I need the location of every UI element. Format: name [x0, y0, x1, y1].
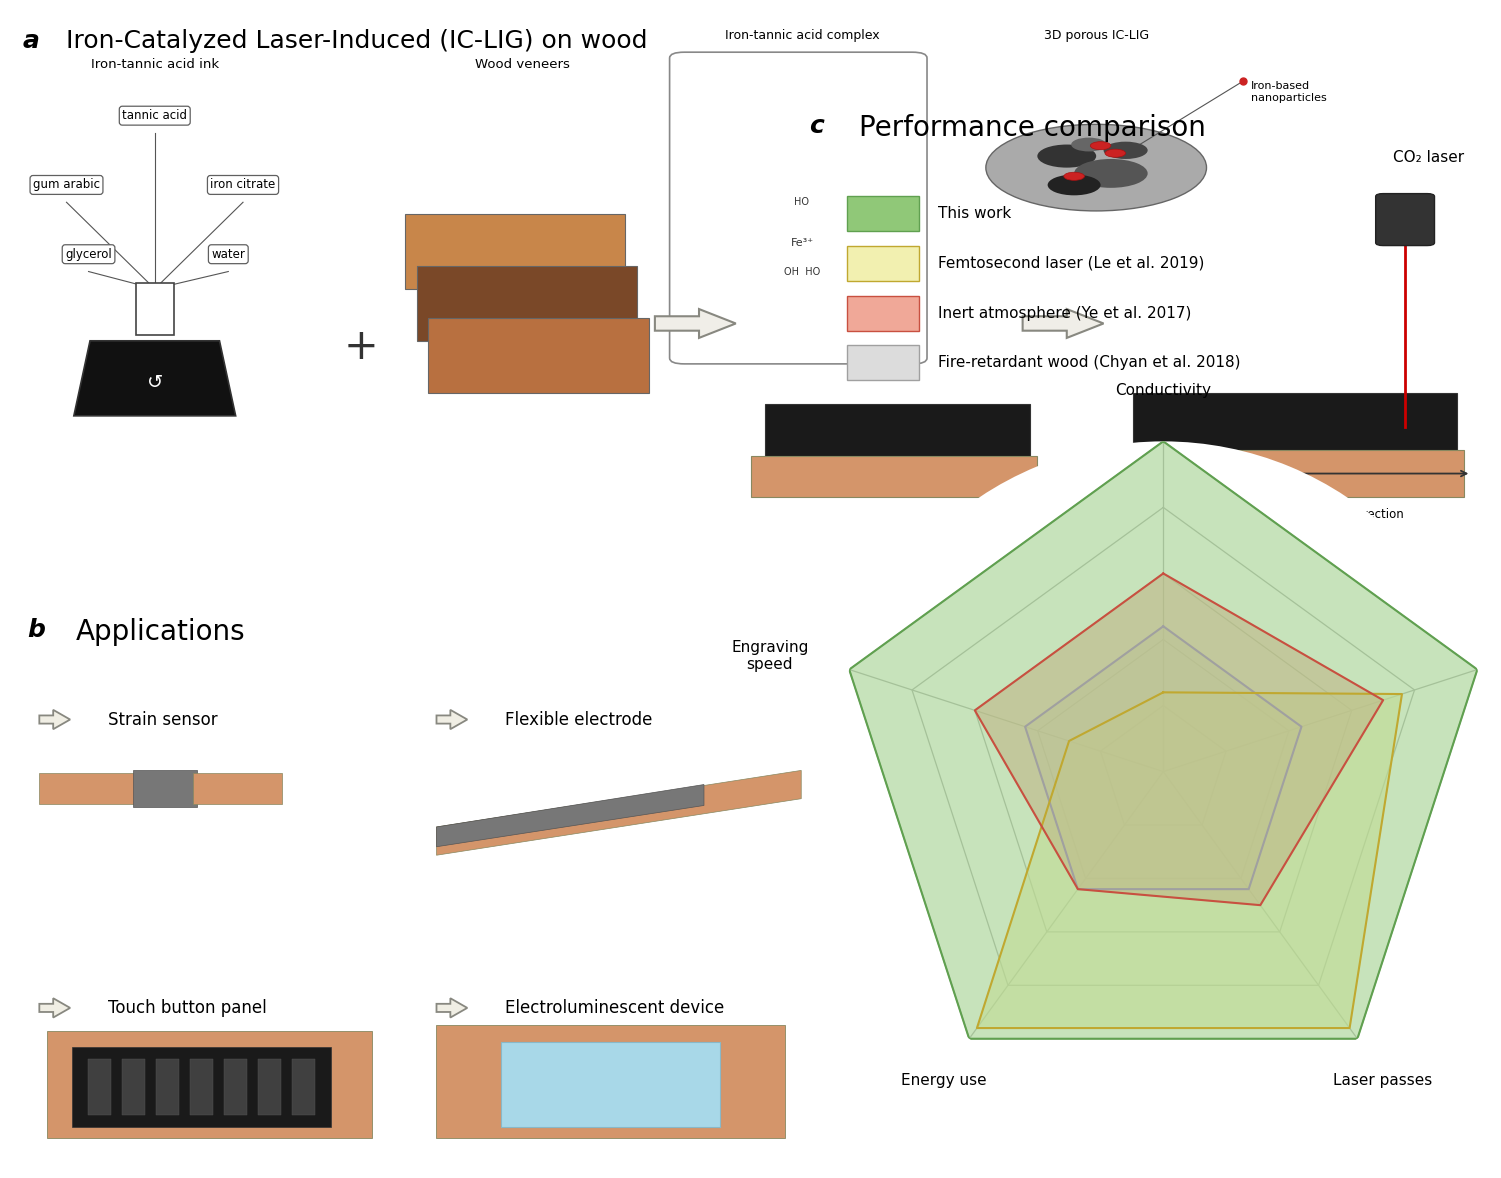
FancyArrow shape [437, 998, 467, 1018]
FancyBboxPatch shape [847, 246, 919, 280]
FancyBboxPatch shape [417, 266, 638, 340]
Text: Wood veneers: Wood veneers [474, 58, 570, 71]
FancyBboxPatch shape [89, 1059, 111, 1116]
FancyArrow shape [39, 998, 71, 1018]
Text: Energy use: Energy use [901, 1073, 986, 1088]
FancyBboxPatch shape [405, 214, 626, 289]
Text: Iron-tannic acid complex: Iron-tannic acid complex [725, 29, 880, 42]
Text: water: water [212, 247, 245, 260]
Text: +: + [344, 325, 378, 368]
Circle shape [1064, 172, 1084, 180]
Text: OH  HO: OH HO [784, 266, 820, 277]
FancyBboxPatch shape [132, 770, 198, 807]
Text: Conductivity: Conductivity [1115, 384, 1211, 398]
Polygon shape [437, 770, 802, 855]
FancyBboxPatch shape [224, 1059, 246, 1116]
Text: laser direction: laser direction [1318, 508, 1403, 521]
Text: HO: HO [794, 197, 809, 207]
Circle shape [1090, 141, 1111, 150]
Polygon shape [850, 442, 1477, 1039]
Text: a: a [23, 29, 39, 53]
FancyBboxPatch shape [48, 1031, 372, 1138]
Circle shape [986, 125, 1207, 211]
FancyBboxPatch shape [1118, 450, 1463, 497]
FancyBboxPatch shape [191, 1059, 213, 1116]
Text: This work: This work [938, 206, 1012, 221]
Circle shape [1075, 159, 1148, 187]
Text: Inert atmosphere (Ye et al. 2017): Inert atmosphere (Ye et al. 2017) [938, 305, 1192, 320]
FancyBboxPatch shape [847, 196, 919, 231]
FancyBboxPatch shape [669, 52, 928, 364]
Polygon shape [1025, 627, 1301, 889]
FancyBboxPatch shape [750, 456, 1037, 497]
FancyArrow shape [1022, 309, 1103, 338]
Text: CO₂ laser: CO₂ laser [1393, 151, 1463, 165]
Polygon shape [974, 574, 1382, 905]
FancyBboxPatch shape [847, 345, 919, 380]
Text: tannic acid: tannic acid [122, 110, 188, 123]
FancyBboxPatch shape [72, 1047, 332, 1126]
Text: Laser passes: Laser passes [1333, 1073, 1432, 1088]
FancyBboxPatch shape [135, 283, 174, 335]
Text: Performance comparison: Performance comparison [860, 114, 1207, 143]
FancyBboxPatch shape [428, 318, 648, 392]
Circle shape [1103, 141, 1148, 159]
Text: glycerol: glycerol [65, 247, 113, 260]
Text: iron citrate: iron citrate [210, 178, 276, 192]
Text: Touch button panel: Touch button panel [108, 999, 267, 1017]
FancyBboxPatch shape [293, 1059, 315, 1116]
Text: Fe³⁺: Fe³⁺ [791, 238, 814, 247]
Circle shape [1037, 145, 1096, 167]
FancyBboxPatch shape [194, 773, 282, 805]
FancyBboxPatch shape [847, 296, 919, 331]
Polygon shape [74, 340, 236, 416]
FancyBboxPatch shape [258, 1059, 281, 1116]
Text: gum arabic: gum arabic [33, 178, 101, 192]
Text: Iron-based
nanoparticles: Iron-based nanoparticles [1250, 81, 1327, 102]
FancyBboxPatch shape [122, 1059, 144, 1116]
Text: Iron-tannic acid ink: Iron-tannic acid ink [90, 58, 219, 71]
Text: Femtosecond laser (Le et al. 2019): Femtosecond laser (Le et al. 2019) [938, 256, 1205, 271]
FancyBboxPatch shape [766, 404, 1030, 462]
Circle shape [1048, 174, 1100, 196]
FancyBboxPatch shape [437, 1025, 785, 1138]
Polygon shape [977, 693, 1402, 1028]
FancyBboxPatch shape [156, 1059, 179, 1116]
Text: Flexible electrode: Flexible electrode [506, 710, 653, 728]
Text: Electroluminescent device: Electroluminescent device [506, 999, 725, 1017]
FancyArrow shape [437, 710, 467, 729]
FancyBboxPatch shape [1376, 193, 1435, 245]
Text: Applications: Applications [75, 617, 246, 646]
FancyArrow shape [39, 710, 71, 729]
FancyArrow shape [654, 309, 735, 338]
Text: b: b [27, 617, 45, 642]
Text: ↺: ↺ [147, 372, 164, 391]
Polygon shape [437, 785, 704, 847]
Text: Fire-retardant wood (Chyan et al. 2018): Fire-retardant wood (Chyan et al. 2018) [938, 356, 1241, 371]
Circle shape [1105, 150, 1126, 157]
Text: Iron-Catalyzed Laser-Induced (IC-LIG) on wood: Iron-Catalyzed Laser-Induced (IC-LIG) on… [66, 29, 648, 53]
FancyBboxPatch shape [1133, 392, 1456, 462]
FancyBboxPatch shape [501, 1041, 720, 1126]
FancyBboxPatch shape [39, 773, 137, 805]
Circle shape [1072, 138, 1106, 152]
Text: Strain sensor: Strain sensor [108, 710, 218, 728]
Text: 3D porous IC-LIG: 3D porous IC-LIG [1043, 29, 1148, 42]
Text: Engraving
speed: Engraving speed [731, 640, 809, 673]
Text: c: c [809, 114, 824, 138]
